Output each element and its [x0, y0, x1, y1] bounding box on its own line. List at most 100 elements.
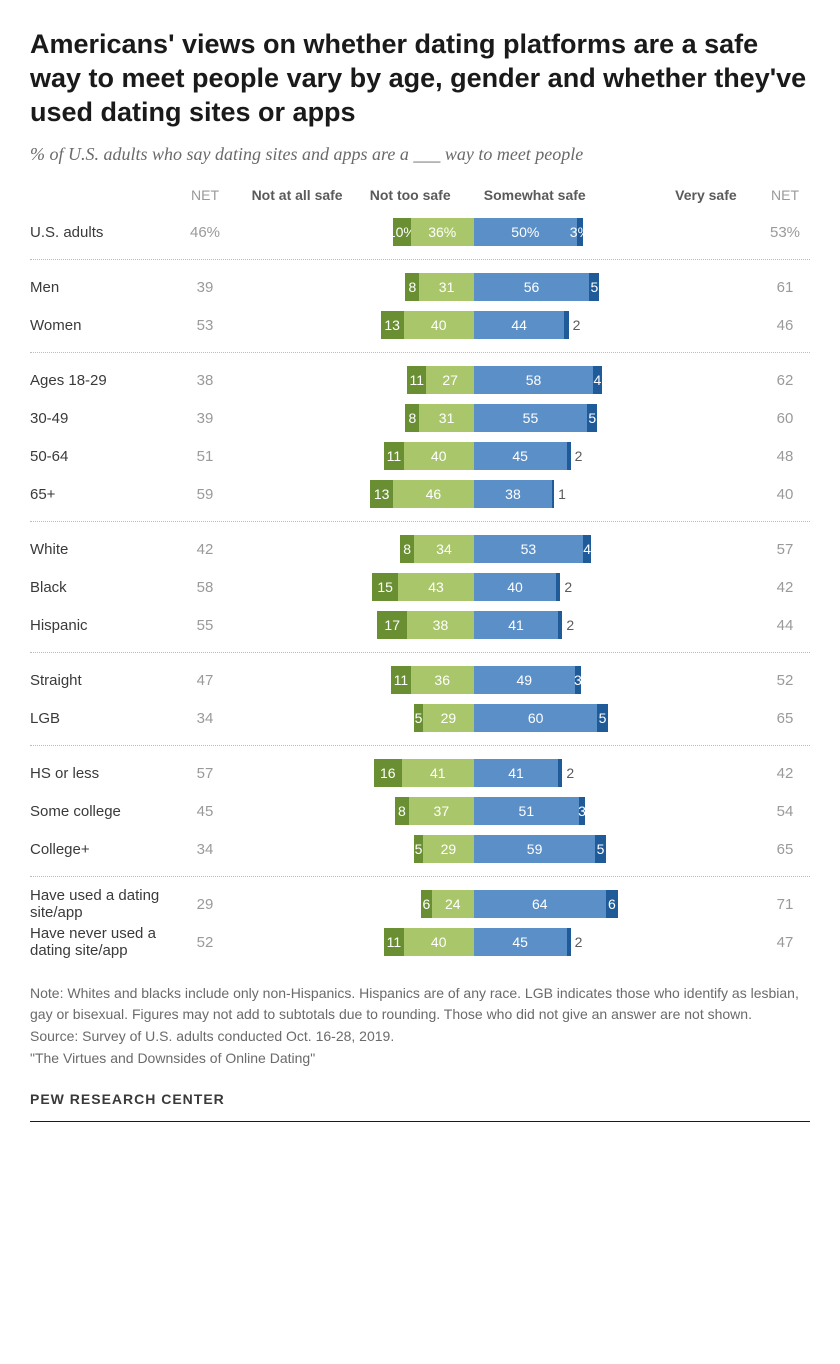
seg-not-at-all: 11: [391, 666, 410, 694]
bar-area: 1140452: [230, 928, 760, 956]
brand: PEW RESEARCH CENTER: [30, 1091, 810, 1107]
seg-not-too: 40: [404, 311, 474, 339]
seg-very: 2: [558, 759, 562, 787]
seg-not-too: 36%: [411, 218, 474, 246]
table-row: Some college4583751354: [30, 792, 810, 830]
net-right-value: 46: [760, 317, 810, 334]
row-label: 50-64: [30, 448, 180, 465]
seg-very: 6: [606, 890, 618, 918]
net-left-value: 53: [180, 317, 230, 334]
seg-somewhat: 45: [474, 928, 567, 956]
seg-not-too: 31: [419, 273, 473, 301]
net-right-value: 44: [760, 617, 810, 634]
net-right-value: 47: [760, 934, 810, 951]
net-right-value: 54: [760, 803, 810, 820]
group-separator: [30, 652, 810, 653]
table-row: 50-6451114045248: [30, 437, 810, 475]
net-left-value: 52: [180, 934, 230, 951]
net-right-value: 48: [760, 448, 810, 465]
seg-very: 2: [567, 928, 571, 956]
net-left-header: NET: [180, 187, 230, 203]
table-row: LGB3452960565: [30, 699, 810, 737]
table-row: Have used a dating site/app2962464671: [30, 885, 810, 923]
chart-subtitle: % of U.S. adults who say dating sites an…: [30, 143, 810, 166]
seg-not-at-all: 8: [395, 797, 409, 825]
seg-not-at-all: 11: [407, 366, 426, 394]
column-headers: NET Not at all safe Not too safe Somewha…: [30, 187, 810, 204]
row-label: Hispanic: [30, 617, 180, 634]
row-label: Some college: [30, 803, 180, 820]
net-left-value: 29: [180, 896, 230, 913]
seg-not-too: 41: [402, 759, 474, 787]
bar-area: 10%36%50%3%: [230, 218, 760, 246]
seg-not-too: 46: [393, 480, 474, 508]
net-right-header: NET: [760, 187, 810, 203]
net-left-value: 46%: [180, 224, 230, 241]
group-separator: [30, 259, 810, 260]
seg-not-at-all: 5: [414, 835, 423, 863]
seg-somewhat: 38: [474, 480, 552, 508]
net-right-value: 61: [760, 279, 810, 296]
net-right-value: 52: [760, 672, 810, 689]
table-row: U.S. adults46%10%36%50%3%53%: [30, 213, 810, 251]
row-label: 65+: [30, 486, 180, 503]
bar-area: 1346381: [230, 480, 760, 508]
seg-somewhat: 60: [474, 704, 598, 732]
row-label: Women: [30, 317, 180, 334]
seg-not-at-all: 13: [381, 311, 404, 339]
seg-very: 2: [558, 611, 562, 639]
chart-title: Americans' views on whether dating platf…: [30, 28, 810, 129]
seg-very: 4: [593, 366, 601, 394]
net-left-value: 39: [180, 279, 230, 296]
bar-area: 1140452: [230, 442, 760, 470]
row-label: Black: [30, 579, 180, 596]
seg-not-at-all: 13: [370, 480, 393, 508]
bar-area: 1340442: [230, 311, 760, 339]
seg-very: 2: [564, 311, 568, 339]
bar-area: 1738412: [230, 611, 760, 639]
net-left-value: 58: [180, 579, 230, 596]
net-left-value: 39: [180, 410, 230, 427]
seg-not-too: 37: [409, 797, 474, 825]
seg-very: 5: [597, 704, 607, 732]
net-right-value: 65: [760, 710, 810, 727]
bar-area: 1641412: [230, 759, 760, 787]
table-row: College+3452959565: [30, 830, 810, 868]
seg-very: 5: [595, 835, 605, 863]
bar-area: 1543402: [230, 573, 760, 601]
table-row: Men3983156561: [30, 268, 810, 306]
net-left-value: 57: [180, 765, 230, 782]
seg-not-too: 29: [423, 704, 474, 732]
group-separator: [30, 352, 810, 353]
bar-area: 834534: [230, 535, 760, 563]
net-left-value: 47: [180, 672, 230, 689]
seg-somewhat: 45: [474, 442, 567, 470]
header-somewhat: Somewhat safe: [474, 187, 675, 204]
table-row: White4283453457: [30, 530, 810, 568]
net-left-value: 51: [180, 448, 230, 465]
row-label: HS or less: [30, 765, 180, 782]
table-row: Ages 18-2938112758462: [30, 361, 810, 399]
table-row: Women53134044246: [30, 306, 810, 344]
seg-very: 2: [567, 442, 571, 470]
seg-not-at-all: 6: [421, 890, 432, 918]
table-row: Hispanic55173841244: [30, 606, 810, 644]
row-label: Have never used a dating site/app: [30, 925, 180, 960]
row-label: Men: [30, 279, 180, 296]
seg-somewhat: 59: [474, 835, 596, 863]
seg-somewhat: 44: [474, 311, 565, 339]
header-very: Very safe: [675, 187, 760, 204]
net-left-value: 34: [180, 841, 230, 858]
table-row: HS or less57164141242: [30, 754, 810, 792]
seg-not-at-all: 15: [372, 573, 398, 601]
chart-note: Note: Whites and blacks include only non…: [30, 983, 810, 1024]
seg-somewhat: 55: [474, 404, 587, 432]
net-right-value: 53%: [760, 224, 810, 241]
table-row: Black58154340242: [30, 568, 810, 606]
seg-not-too: 36: [411, 666, 474, 694]
seg-somewhat: 41: [474, 759, 558, 787]
header-not-at-all: Not at all safe: [230, 187, 347, 204]
seg-not-too: 40: [404, 928, 474, 956]
header-not-too: Not too safe: [347, 187, 474, 204]
bar-area: 624646: [230, 890, 760, 918]
